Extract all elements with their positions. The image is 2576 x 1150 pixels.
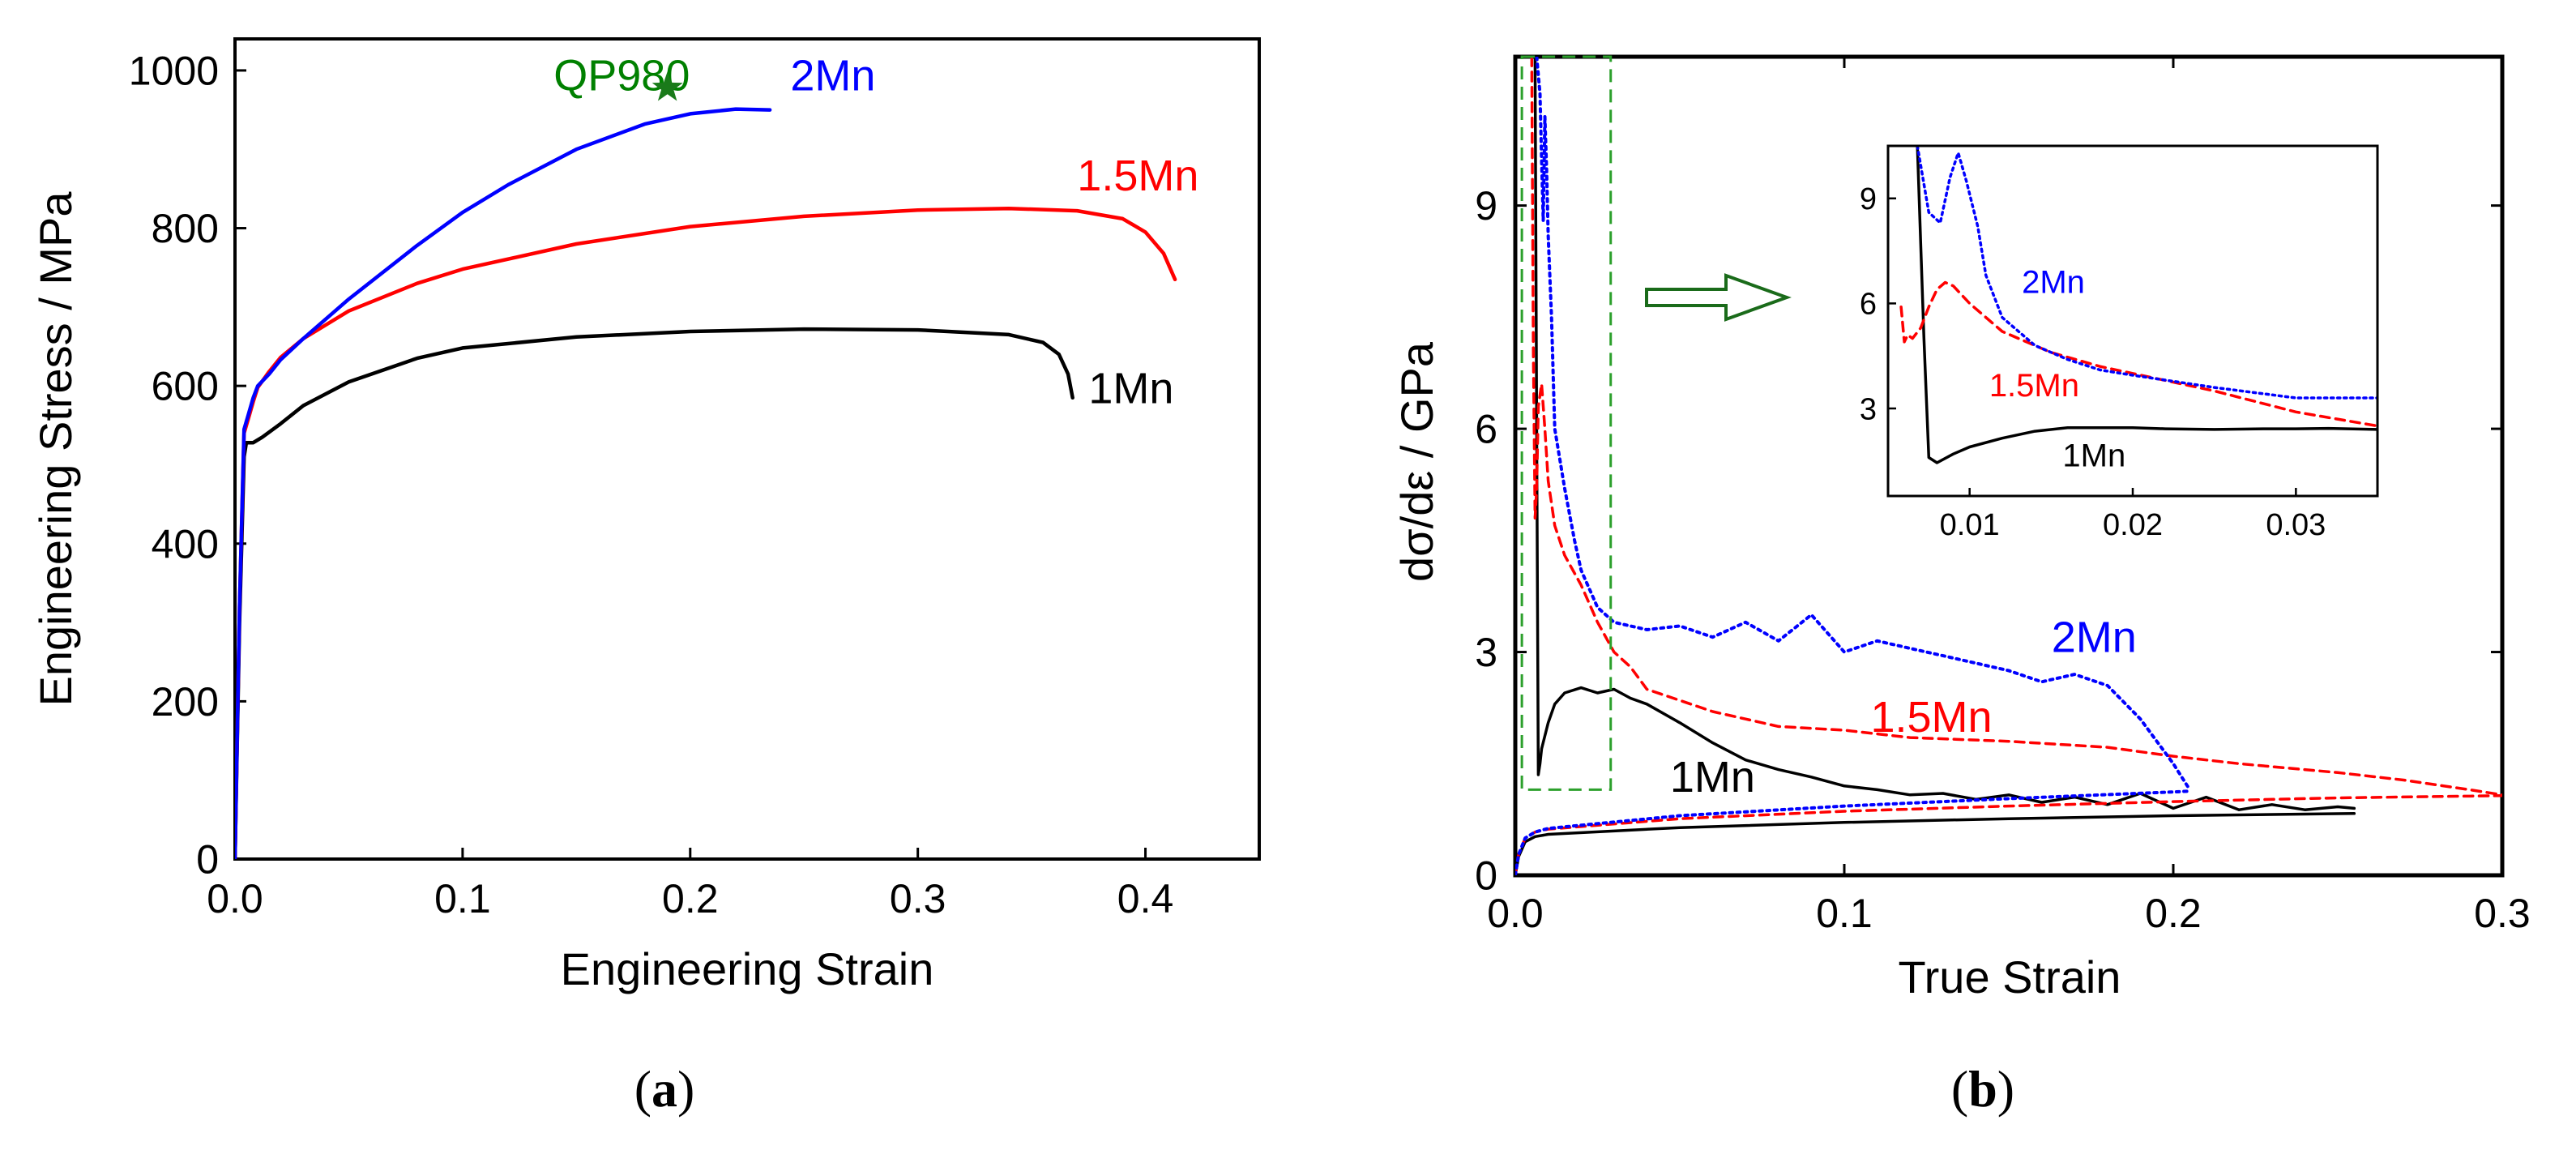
axis-b-x-tick-label: 0.1: [1816, 891, 1873, 936]
ticks-a: 0.0 0.1 0.2 0.3 0.4 0 200 400 600 800 1000: [129, 48, 1174, 921]
line-a-1mn: [235, 327, 1074, 859]
axis-inset-y-tick-label: 9: [1860, 182, 1877, 216]
line-inset-1mn: [1916, 146, 2377, 464]
axis-a-y-tick-label: 400: [152, 521, 219, 566]
series-inset: [1899, 146, 2377, 464]
axis-a-y-tick-label: 0: [196, 837, 219, 883]
annotation-b-label: 1Mn: [1670, 753, 1755, 802]
annotation-a-label: 1Mn: [1088, 365, 1173, 413]
axis-b-x-tick-label: 0.2: [2145, 891, 2202, 936]
line-inset-2mn: [1916, 146, 2377, 400]
axis-a-x-tick-label: 0.0: [207, 876, 263, 921]
inset-background: [1888, 146, 2377, 496]
axis-a-x-tick-label: 0.2: [662, 876, 719, 921]
axis-b-x-tick-label: 0.3: [2474, 891, 2531, 936]
annotation-b-label: 2Mn: [2052, 613, 2137, 662]
caption-b: (b): [1951, 1060, 2014, 1118]
axis-b-x-tick-label: 0.0: [1487, 891, 1544, 936]
ticks-b: 0.0 0.1 0.2 0.3 0 3 6 9: [1475, 57, 2531, 936]
line-b-2mn-true-stress: [1515, 789, 2192, 875]
axis-b-y-tick-label: 9: [1475, 183, 1497, 229]
axis-a-y-tick-label: 600: [152, 364, 219, 409]
axis-inset-y-tick-label: 6: [1860, 288, 1877, 322]
annotation-inset-label: 2Mn: [2022, 264, 2085, 300]
plot-frame-b: [1513, 54, 2505, 878]
axis-a-x-tick-label: 0.3: [890, 876, 946, 921]
ticks-inset: 0.01 0.02 0.03 3 6 9: [1860, 182, 2326, 542]
axis-b-y-tick-label: 0: [1475, 853, 1497, 899]
line-b-1mn-hardening-rate: [1533, 57, 2356, 811]
line-b-1p5mn-hardening-rate: [1530, 57, 2502, 797]
annotation-a-label: 2Mn: [790, 51, 875, 100]
series-b: [1515, 57, 2502, 875]
y-axis-label-b: dσ/dε / GPa: [1391, 341, 1442, 582]
axis-a-y-tick-label: 200: [152, 679, 219, 725]
axis-inset-x-tick-label: 0.03: [2266, 508, 2326, 542]
annotation-b-label: 1.5Mn: [1870, 693, 1992, 742]
inset-plot: 0.01 0.02 0.03 3 6 9 2Mn 1.5Mn 1Mn: [1860, 144, 2379, 542]
line-b-2mn-hardening-rate: [1535, 57, 2192, 792]
zoom-arrow-icon: [1645, 273, 1792, 322]
y-axis-label-a: Engineering Stress / MPa: [30, 191, 81, 707]
line-a-2mn: [235, 107, 772, 859]
line-b-1mn-true-stress: [1515, 812, 2356, 875]
axis-a-y-tick-label: 1000: [129, 48, 219, 93]
plot-frame-a: [233, 37, 1261, 861]
axis-inset-x-tick-label: 0.02: [2103, 508, 2163, 542]
axis-a-y-tick-label: 800: [152, 206, 219, 251]
caption-a: (a): [634, 1060, 695, 1118]
x-axis-label-b: True Strain: [1899, 951, 2121, 1003]
axis-inset-x-tick-label: 0.01: [1940, 508, 2000, 542]
axis-a-x-tick-label: 0.1: [434, 876, 491, 921]
annotation-inset-label: 1.5Mn: [1989, 368, 2079, 404]
annotation-a-label: 1.5Mn: [1077, 152, 1198, 200]
annotations-inset: 2Mn 1.5Mn 1Mn: [1989, 264, 2125, 473]
star-marker-icon: [651, 71, 683, 101]
zoom-region-box: [1520, 55, 1613, 791]
axis-a-x-tick-label: 0.4: [1117, 876, 1174, 921]
axis-b-y-tick-label: 3: [1475, 630, 1497, 675]
x-axis-label-a: Engineering Strain: [561, 943, 934, 994]
annotations-b: 2Mn 1.5Mn 1Mn: [1670, 613, 2137, 802]
annotation-inset-label: 1Mn: [2062, 438, 2125, 473]
axis-inset-y-tick-label: 3: [1860, 392, 1877, 426]
axis-b-y-tick-label: 6: [1475, 407, 1497, 452]
series-a: [235, 107, 1177, 859]
